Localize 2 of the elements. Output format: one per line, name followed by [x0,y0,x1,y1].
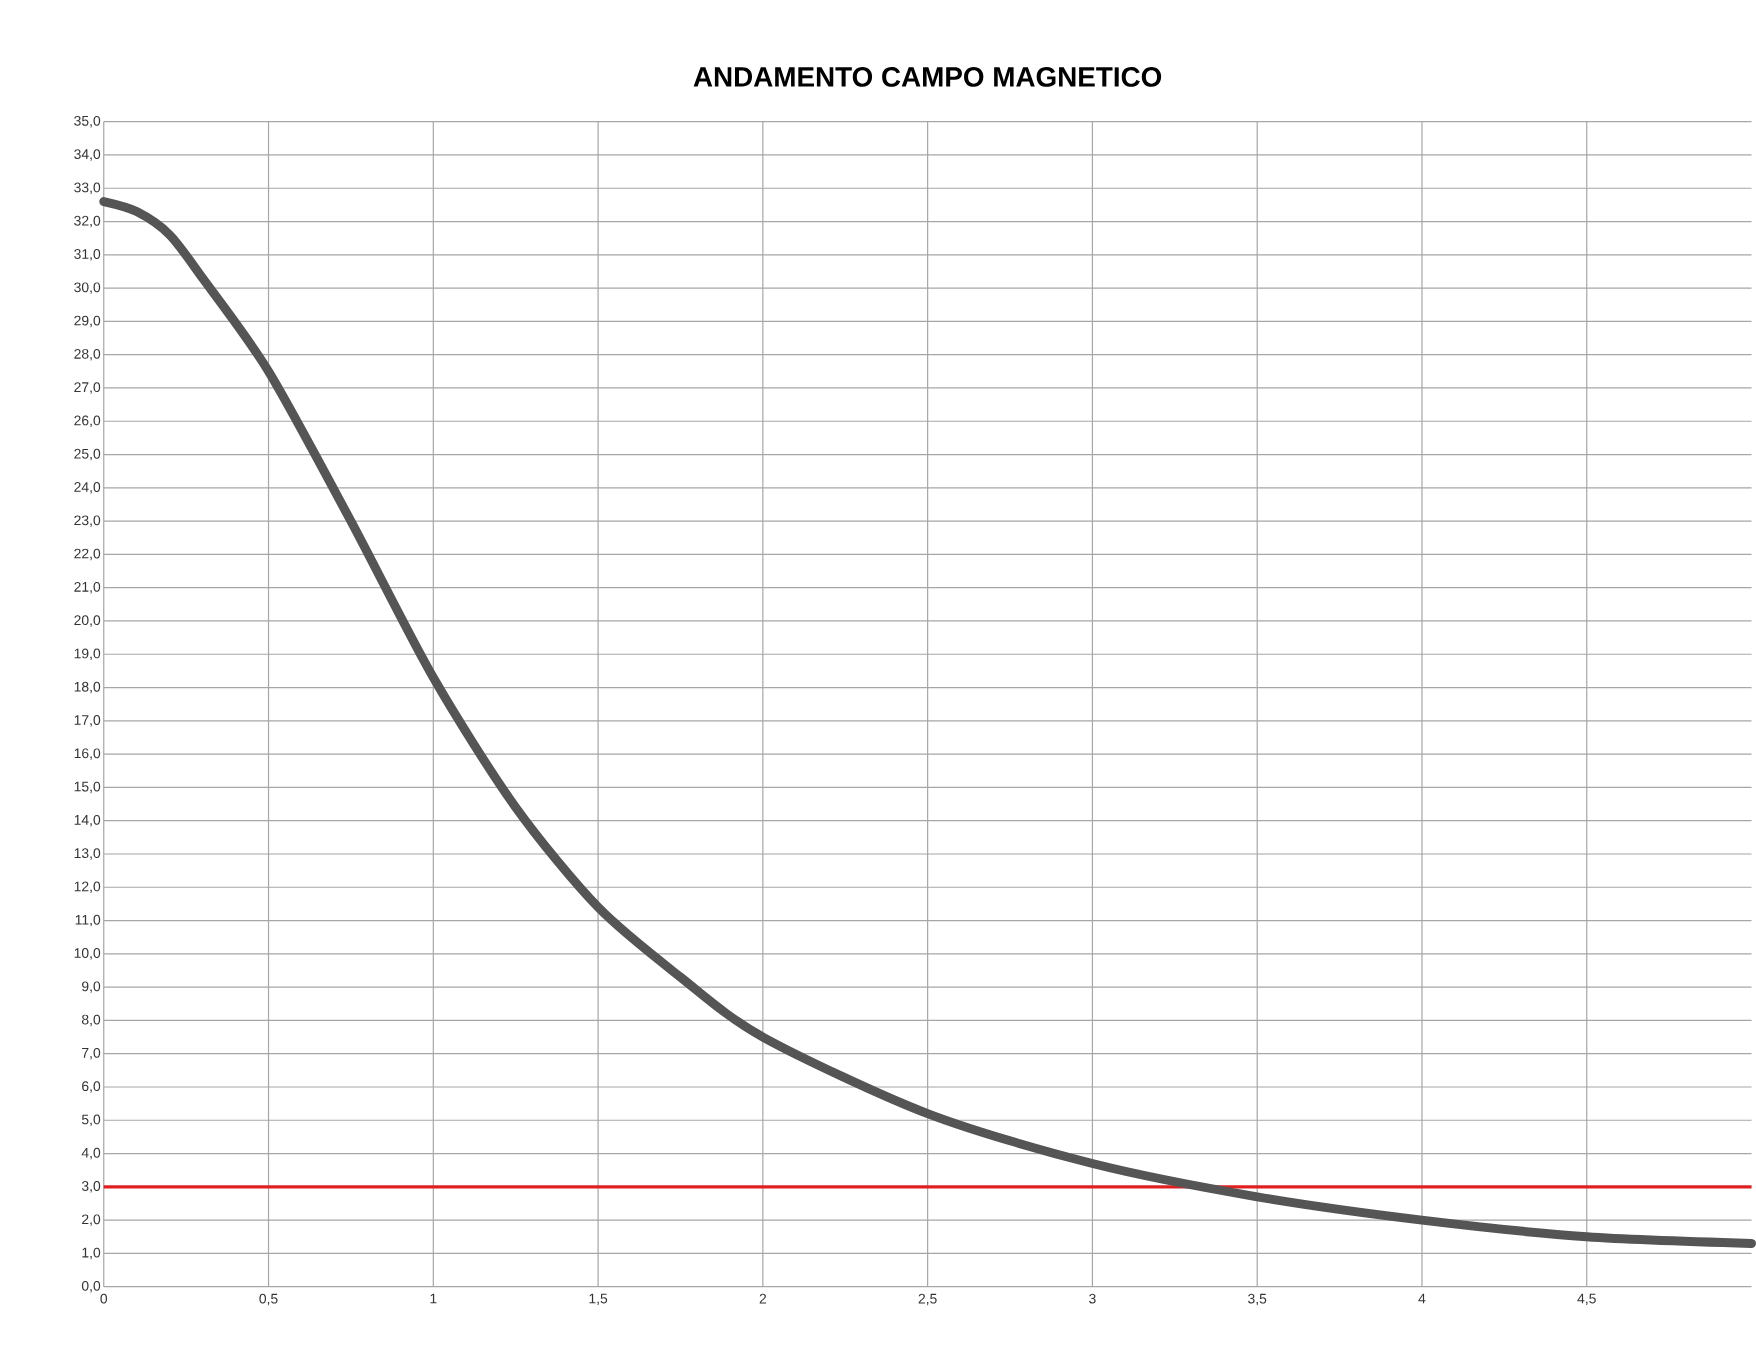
line-series [99,196,1756,1248]
chart-title: ANDAMENTO CAMPO MAGNETICO [693,66,1162,87]
